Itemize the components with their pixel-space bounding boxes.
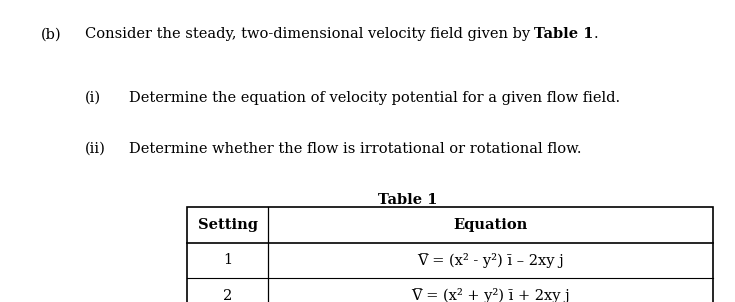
Bar	[187, 207, 713, 302]
Text: 2: 2	[223, 289, 232, 302]
Text: Setting: Setting	[198, 218, 258, 232]
Text: Table 1: Table 1	[379, 193, 437, 207]
Text: V̅ = (x² + y²) ī + 2xy j: V̅ = (x² + y²) ī + 2xy j	[412, 288, 570, 302]
Text: Equation: Equation	[453, 218, 528, 232]
Text: (ii): (ii)	[85, 142, 105, 156]
Text: (i): (i)	[85, 91, 101, 104]
Text: 1: 1	[223, 253, 232, 267]
Text: (b): (b)	[40, 27, 61, 41]
Text: Consider the steady, two-dimensional velocity field given by: Consider the steady, two-dimensional vel…	[85, 27, 534, 41]
Text: V̅ = (x² - y²) ī – 2xy j: V̅ = (x² - y²) ī – 2xy j	[417, 253, 564, 268]
Text: Table 1: Table 1	[534, 27, 594, 41]
Text: Determine the equation of velocity potential for a given flow field.: Determine the equation of velocity poten…	[129, 91, 620, 104]
Text: .: .	[594, 27, 598, 41]
Text: Determine whether the flow is irrotational or rotational flow.: Determine whether the flow is irrotation…	[129, 142, 581, 156]
